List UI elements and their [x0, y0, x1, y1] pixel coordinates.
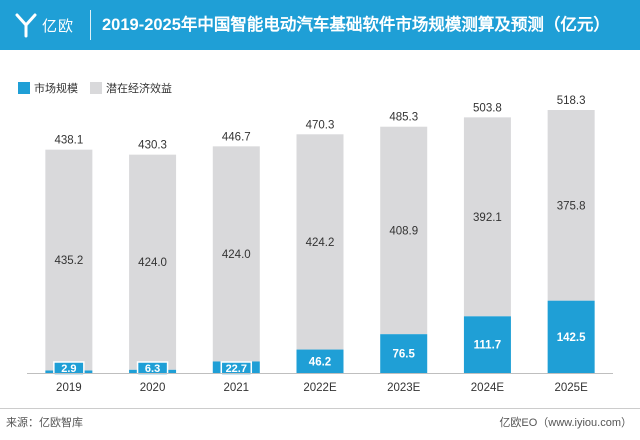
logo[interactable]: 亿欧 — [14, 8, 74, 42]
legend-label-market: 市场规模 — [34, 83, 78, 95]
header-divider — [90, 10, 91, 40]
x-tick-label: 2021 — [223, 382, 249, 394]
data-label-potential: 424.0 — [138, 257, 167, 269]
data-label-total: 518.3 — [557, 95, 586, 107]
page-title: 2019-2025年中国智能电动汽车基础软件市场规模测算及预测（亿元） — [102, 16, 610, 34]
legend-swatch-potential — [90, 82, 102, 94]
data-label-total: 446.7 — [222, 131, 251, 143]
header-bar: 亿欧 2019-2025年中国智能电动汽车基础软件市场规模测算及预测（亿元） — [0, 0, 640, 50]
data-label-total: 430.3 — [138, 140, 167, 152]
bar-potential — [547, 110, 595, 301]
legend-item-market: 市场规模 — [18, 80, 78, 96]
bar-market — [547, 300, 595, 373]
bar-market — [463, 316, 511, 373]
data-label-market: 2.9 — [61, 363, 76, 375]
data-label-market: 111.7 — [474, 340, 502, 352]
x-tick-label: 2023E — [387, 382, 421, 394]
legend-swatch-market — [18, 82, 30, 94]
x-tick-label: 2019 — [56, 382, 82, 394]
chart-legend: 市场规模 潜在经济效益 — [18, 80, 184, 96]
data-label-market-bg — [220, 361, 253, 376]
data-label-total: 503.8 — [473, 102, 502, 114]
legend-item-potential: 潜在经济效益 — [90, 80, 172, 96]
footer-brand: 亿欧EO（www.iyiou.com） — [499, 417, 632, 429]
bar-potential — [296, 134, 344, 350]
data-label-potential: 392.1 — [473, 212, 502, 224]
bar-market — [380, 334, 428, 373]
stacked-bar-chart: 438.1 435.2 2.9 2019 430.3 424.0 6.3 2020 446.7 4… — [27, 95, 613, 394]
data-label-market: 76.5 — [393, 349, 416, 361]
legend-label-potential: 潜在经济效益 — [106, 83, 172, 95]
yiou-logo-icon — [15, 13, 37, 38]
data-label-potential: 408.9 — [389, 225, 418, 237]
data-label-market-bg — [136, 361, 169, 376]
footer-divider — [0, 408, 640, 409]
data-label-potential: 375.8 — [557, 200, 586, 212]
x-tick-label: 2022E — [303, 382, 337, 394]
x-tick-label: 2025E — [555, 382, 589, 394]
data-label-market: 46.2 — [309, 356, 331, 368]
data-label-potential: 424.2 — [306, 237, 335, 249]
data-label-total: 438.1 — [54, 135, 83, 147]
bar-market — [296, 349, 344, 373]
bar-potential — [45, 149, 93, 371]
x-tick-label: 2024E — [471, 382, 505, 394]
x-tick-label: 2020 — [140, 382, 166, 394]
logo-text: 亿欧 — [42, 17, 75, 35]
data-label-potential: 435.2 — [54, 255, 83, 267]
bar-potential — [380, 126, 428, 335]
source-note: 来源：亿欧智库 — [6, 417, 83, 429]
data-label-market: 142.5 — [557, 332, 586, 344]
bar-potential — [212, 146, 260, 362]
data-label-total: 485.3 — [389, 112, 418, 124]
bar-potential — [129, 154, 177, 370]
bar-potential — [463, 117, 511, 317]
data-label-market: 6.3 — [145, 363, 160, 375]
data-label-potential: 424.0 — [222, 249, 251, 261]
data-label-total: 470.3 — [306, 119, 335, 131]
data-label-market: 22.7 — [226, 363, 247, 375]
data-label-market-bg — [53, 361, 85, 376]
